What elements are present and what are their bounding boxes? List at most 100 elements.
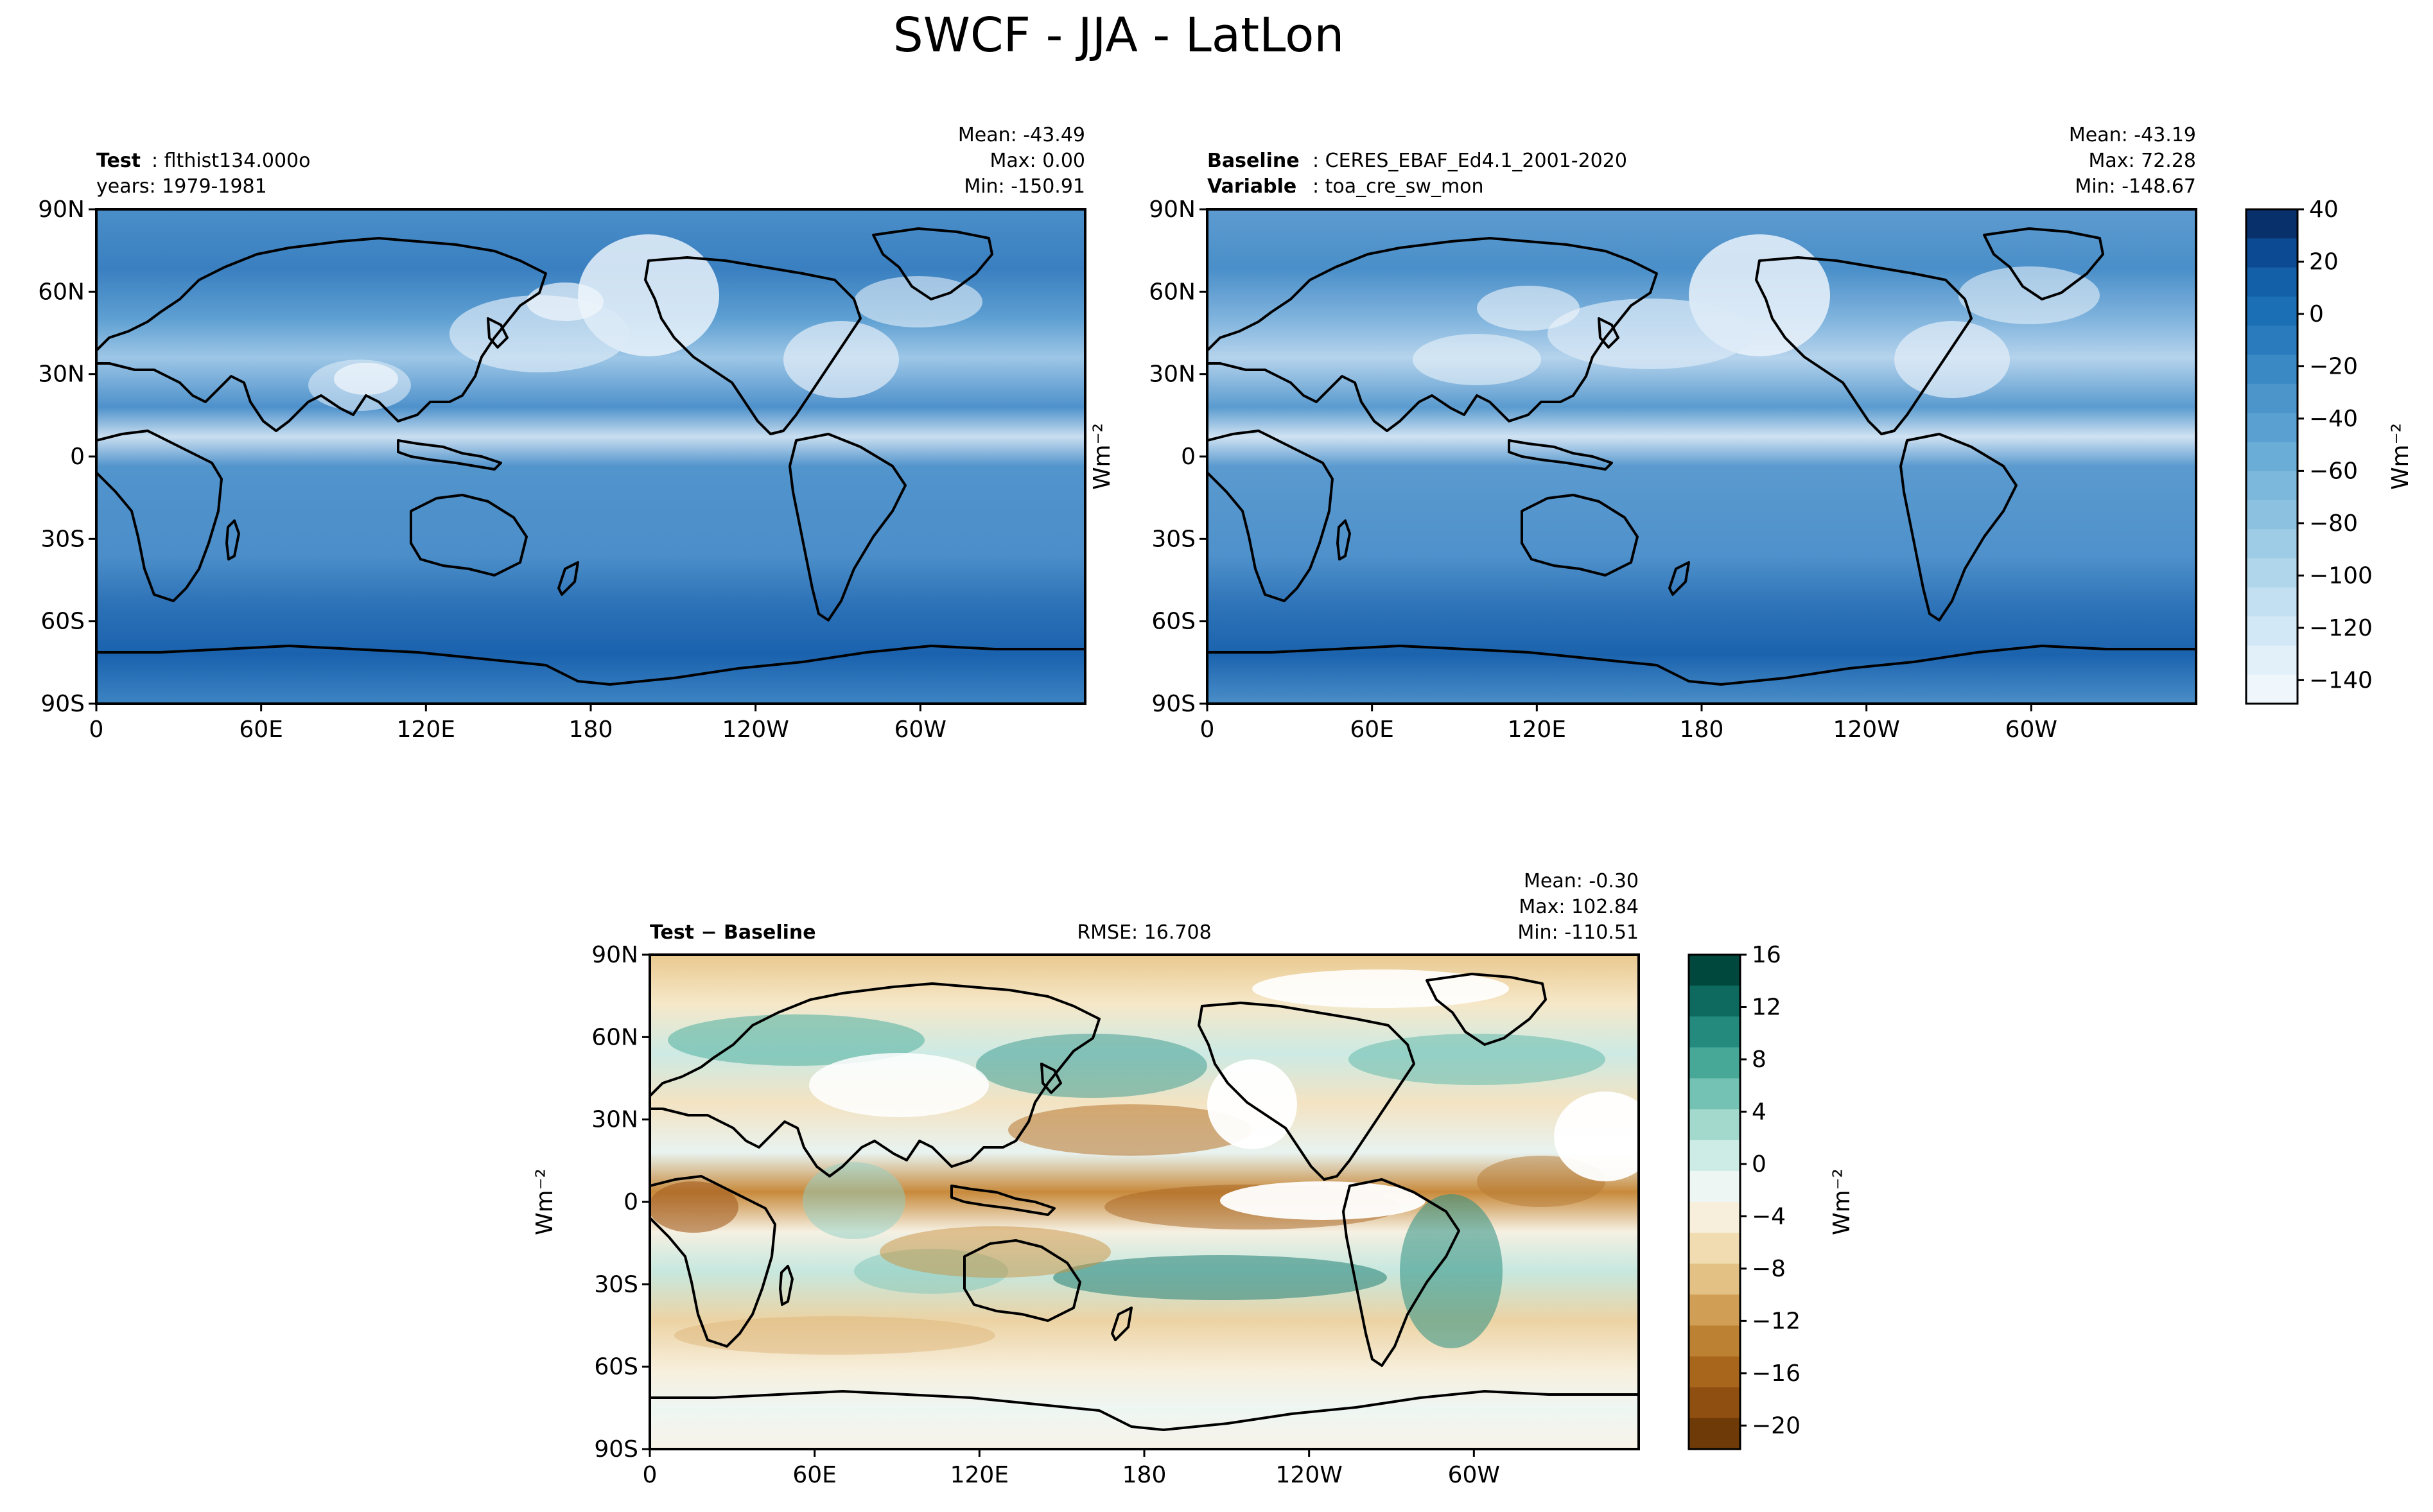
baseline-map xyxy=(1207,209,2196,704)
baseline-lon-tick-label: 120W xyxy=(1833,717,1900,743)
diff-lat-tick-label: 90S xyxy=(594,1436,638,1463)
baseline-var-value: : toa_cre_sw_mon xyxy=(1312,175,1484,198)
colorbar-main-swatch xyxy=(2246,296,2298,326)
colorbar-diff-tick-label: −8 xyxy=(1752,1256,1786,1282)
diff-lat-tick-label: 30S xyxy=(594,1271,638,1298)
colorbar-main-swatch xyxy=(2246,529,2298,559)
baseline-label-bold: Baseline xyxy=(1207,150,1300,172)
colorbar-main-swatch xyxy=(2246,326,2298,355)
colorbar-diff-swatch xyxy=(1689,1387,1740,1419)
figure-title: SWCF - JJA - LatLon xyxy=(893,8,1345,63)
test-lat-tick-label: 60S xyxy=(40,609,85,635)
colorbar-diff-frame xyxy=(1687,953,1741,1450)
colorbar-diff-swatch xyxy=(1689,1140,1740,1172)
diff-max: Max: 102.84 xyxy=(1519,896,1639,918)
test-lat-tick-label: 0 xyxy=(70,444,85,470)
diff-lon-tick-label: 0 xyxy=(643,1462,658,1488)
colorbar-diff-swatch xyxy=(1689,1233,1740,1264)
colorbar-main-tick-label: 0 xyxy=(2309,301,2324,327)
colorbar-main-tick-label: −40 xyxy=(2309,406,2358,432)
baseline-label-value: : CERES_EBAF_Ed4.1_2001-2020 xyxy=(1312,150,1627,172)
diff-map xyxy=(650,955,1639,1449)
test-lat-tick-label: 60N xyxy=(38,279,85,305)
test-min: Min: -150.91 xyxy=(964,175,1085,198)
test-lon-tick-label: 180 xyxy=(569,717,613,743)
diff-lon-tick-label: 120E xyxy=(950,1462,1009,1488)
test-lon-tick-label: 0 xyxy=(89,717,104,743)
diff-lon-tick-label: 60E xyxy=(792,1462,837,1488)
colorbar-diff-tick-label: −16 xyxy=(1752,1360,1801,1387)
diff-min: Min: -110.51 xyxy=(1517,921,1639,944)
colorbar-diff-swatch xyxy=(1689,1202,1740,1233)
colorbar-main-frame xyxy=(2245,208,2299,705)
diff-mean: Mean: -0.30 xyxy=(1524,870,1639,892)
colorbar-main-swatch xyxy=(2246,500,2298,530)
test-ylabel: Wm⁻² xyxy=(1089,423,1115,490)
baseline-max: Max: 72.28 xyxy=(2088,150,2196,172)
colorbar-main-tick-label: −100 xyxy=(2309,562,2373,589)
baseline-panel: Baseline : CERES_EBAF_Ed4.1_2001-2020 Va… xyxy=(1206,124,2197,705)
test-mean: Mean: -43.49 xyxy=(958,124,1085,146)
test-panel: Test : flthist134.000o years: 1979-1981 … xyxy=(95,124,1086,705)
colorbar-main-swatch xyxy=(2246,587,2298,617)
colorbar-main-swatch xyxy=(2246,471,2298,501)
baseline-lat-tick-label: 30S xyxy=(1151,526,1196,552)
colorbar-diff-tick-label: −4 xyxy=(1752,1203,1786,1230)
colorbar-diff-swatch xyxy=(1689,1170,1740,1203)
test-label-bold: Test xyxy=(96,150,141,172)
test-label-value: : flthist134.000o xyxy=(152,150,310,172)
baseline-lat-tick-label: 30N xyxy=(1149,361,1196,388)
colorbar-main-swatch xyxy=(2246,238,2298,268)
colorbar-diff-swatch xyxy=(1689,986,1740,1017)
colorbar-diff-swatch xyxy=(1689,1109,1740,1141)
baseline-lon-tick-label: 0 xyxy=(1200,717,1215,743)
colorbar-main-tick-label: −140 xyxy=(2309,667,2373,693)
test-lon-tick-label: 120W xyxy=(722,717,789,743)
baseline-min: Min: -148.67 xyxy=(2075,175,2196,198)
colorbar-main-swatch xyxy=(2246,209,2298,239)
colorbar-diff-swatch xyxy=(1689,955,1740,986)
diff-lat-tick-label: 0 xyxy=(624,1189,638,1215)
test-lat-tick-label: 90N xyxy=(38,196,85,223)
colorbar-diff-tick-label: 12 xyxy=(1752,994,1781,1020)
colorbar-main-swatch xyxy=(2246,442,2298,472)
test-lat-tick-label: 30S xyxy=(40,526,85,552)
test-map xyxy=(96,209,1085,704)
colorbar-diff-tick-label: 0 xyxy=(1752,1151,1766,1177)
baseline-lon-tick-label: 180 xyxy=(1680,717,1724,743)
test-years: years: 1979-1981 xyxy=(96,175,267,198)
diff-lat-tick-label: 90N xyxy=(591,942,638,968)
colorbar-main-label: Wm⁻² xyxy=(2387,423,2414,490)
colorbar-main: 40 20 0 −20 −40 −60 −80 −100 −120 −140 xyxy=(2245,196,2373,705)
colorbar-main-swatch xyxy=(2246,616,2298,646)
baseline-lon-tick-label: 60W xyxy=(2005,717,2057,743)
colorbar-main-swatch xyxy=(2246,267,2298,297)
baseline-lat-tick-label: 60N xyxy=(1149,279,1196,305)
baseline-lon-tick-label: 120E xyxy=(1508,717,1566,743)
colorbar-main-tick-label: −20 xyxy=(2309,353,2358,379)
colorbar-main-tick-label: −60 xyxy=(2309,458,2358,484)
colorbar-diff-label: Wm⁻² xyxy=(1829,1169,1855,1235)
colorbar-main-swatch xyxy=(2246,645,2298,675)
baseline-var-bold: Variable xyxy=(1207,175,1296,198)
baseline-mean: Mean: -43.19 xyxy=(2069,124,2196,146)
colorbar-main-swatch xyxy=(2246,674,2298,704)
colorbar-diff-tick-label: −20 xyxy=(1752,1412,1801,1439)
baseline-lat-tick-label: 60S xyxy=(1151,609,1196,635)
diff-panel: Test − Baseline RMSE: 16.708 Mean: -0.30… xyxy=(649,870,1640,1450)
colorbar-main-tick-label: −120 xyxy=(2309,615,2373,641)
baseline-lat-tick-label: 0 xyxy=(1181,444,1196,470)
colorbar-diff-tick-label: 4 xyxy=(1752,1099,1766,1125)
diff-lon-tick-label: 180 xyxy=(1122,1462,1167,1488)
test-max: Max: 0.00 xyxy=(990,150,1085,172)
test-lat-tick-label: 30N xyxy=(38,361,85,388)
colorbar-diff-tick-label: −12 xyxy=(1752,1308,1801,1334)
colorbar-diff: 16 12 8 4 0 −4 −8 −12 −16 −20 xyxy=(1687,942,1801,1450)
colorbar-diff-swatch xyxy=(1689,1047,1740,1079)
colorbar-main-swatch xyxy=(2246,558,2298,588)
diff-ylabel: Wm⁻² xyxy=(532,1169,558,1235)
colorbar-diff-tick-label: 8 xyxy=(1752,1047,1766,1073)
colorbar-diff-tick-label: 16 xyxy=(1752,942,1781,968)
